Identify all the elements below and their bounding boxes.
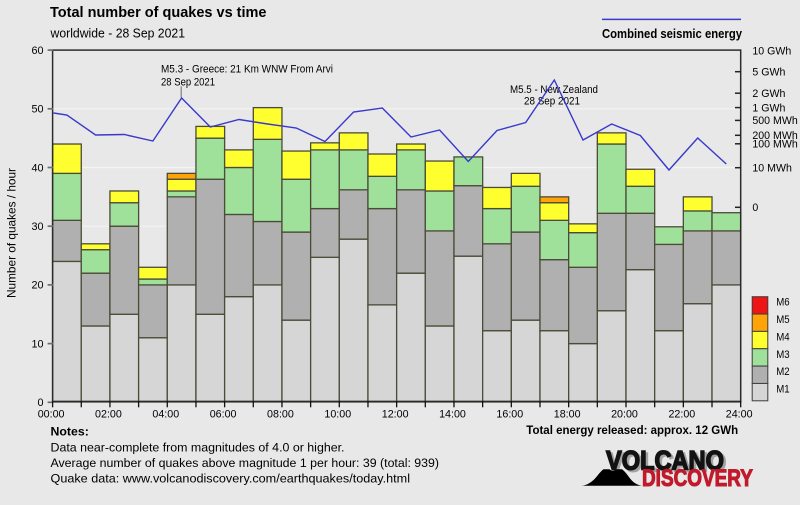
svg-text:Notes:: Notes: bbox=[51, 425, 89, 439]
svg-text:22:00: 22:00 bbox=[668, 409, 695, 421]
svg-text:M3: M3 bbox=[776, 349, 789, 361]
svg-text:50: 50 bbox=[31, 104, 43, 116]
svg-text:worldwide - 28 Sep 2021: worldwide - 28 Sep 2021 bbox=[50, 26, 185, 41]
svg-text:1 GWh: 1 GWh bbox=[752, 102, 785, 114]
svg-text:14:00: 14:00 bbox=[439, 409, 466, 421]
svg-text:Total energy released: approx.: Total energy released: approx. 12 GWh bbox=[526, 423, 738, 437]
svg-text:10 MWh: 10 MWh bbox=[752, 162, 792, 174]
svg-text:00:00: 00:00 bbox=[38, 409, 65, 421]
svg-text:M4: M4 bbox=[776, 331, 789, 343]
svg-text:0: 0 bbox=[37, 397, 43, 409]
svg-text:200 MWh: 200 MWh bbox=[752, 130, 797, 142]
svg-text:30: 30 bbox=[31, 221, 43, 233]
svg-text:5 GWh: 5 GWh bbox=[752, 66, 785, 78]
svg-text:18:00: 18:00 bbox=[554, 409, 581, 421]
svg-text:Total number of quakes vs time: Total number of quakes vs time bbox=[50, 4, 267, 21]
svg-text:Average number of quakes above: Average number of quakes above magnitude… bbox=[51, 456, 440, 470]
svg-text:20:00: 20:00 bbox=[611, 409, 638, 421]
svg-text:10:00: 10:00 bbox=[324, 409, 351, 421]
svg-text:Number of quakes / hour: Number of quakes / hour bbox=[5, 168, 19, 298]
svg-text:40: 40 bbox=[31, 162, 43, 174]
svg-text:M5: M5 bbox=[776, 314, 789, 326]
svg-text:06:00: 06:00 bbox=[210, 409, 237, 421]
svg-text:M5.5 - New Zealand: M5.5 - New Zealand bbox=[510, 84, 598, 96]
svg-text:28 Sep 2021: 28 Sep 2021 bbox=[524, 96, 580, 108]
svg-text:28 Sep 2021: 28 Sep 2021 bbox=[161, 77, 215, 89]
svg-text:08:00: 08:00 bbox=[267, 409, 294, 421]
svg-text:M2: M2 bbox=[776, 366, 789, 378]
svg-text:10: 10 bbox=[31, 338, 43, 350]
svg-text:12:00: 12:00 bbox=[382, 409, 409, 421]
svg-text:M1: M1 bbox=[776, 383, 789, 395]
svg-text:02:00: 02:00 bbox=[95, 409, 122, 421]
svg-text:VOLCANO: VOLCANO bbox=[606, 446, 724, 476]
svg-text:100 MWh: 100 MWh bbox=[752, 139, 797, 151]
svg-text:Data near-complete from magnit: Data near-complete from magnitudes of 4.… bbox=[51, 440, 345, 454]
svg-text:04:00: 04:00 bbox=[152, 409, 179, 421]
svg-text:10 GWh: 10 GWh bbox=[752, 46, 791, 58]
svg-text:24:00: 24:00 bbox=[726, 409, 753, 421]
svg-text:Quake data: www.volcanodiscove: Quake data: www.volcanodiscovery.com/ear… bbox=[51, 472, 411, 486]
svg-text:M6: M6 bbox=[776, 297, 789, 309]
svg-text:60: 60 bbox=[31, 45, 43, 57]
svg-text:16:00: 16:00 bbox=[496, 409, 523, 421]
svg-text:DISCOVERY: DISCOVERY bbox=[642, 464, 753, 492]
svg-text:Combined seismic energy: Combined seismic energy bbox=[602, 26, 743, 41]
svg-text:M5.3 - Greece: 21 Km WNW From: M5.3 - Greece: 21 Km WNW From Arvi bbox=[161, 64, 333, 76]
svg-text:2 GWh: 2 GWh bbox=[752, 88, 785, 100]
svg-text:20: 20 bbox=[31, 280, 43, 292]
svg-text:VOLCANO: VOLCANO bbox=[608, 448, 726, 478]
svg-text:500 MWh: 500 MWh bbox=[752, 115, 797, 127]
svg-text:0: 0 bbox=[752, 202, 758, 214]
